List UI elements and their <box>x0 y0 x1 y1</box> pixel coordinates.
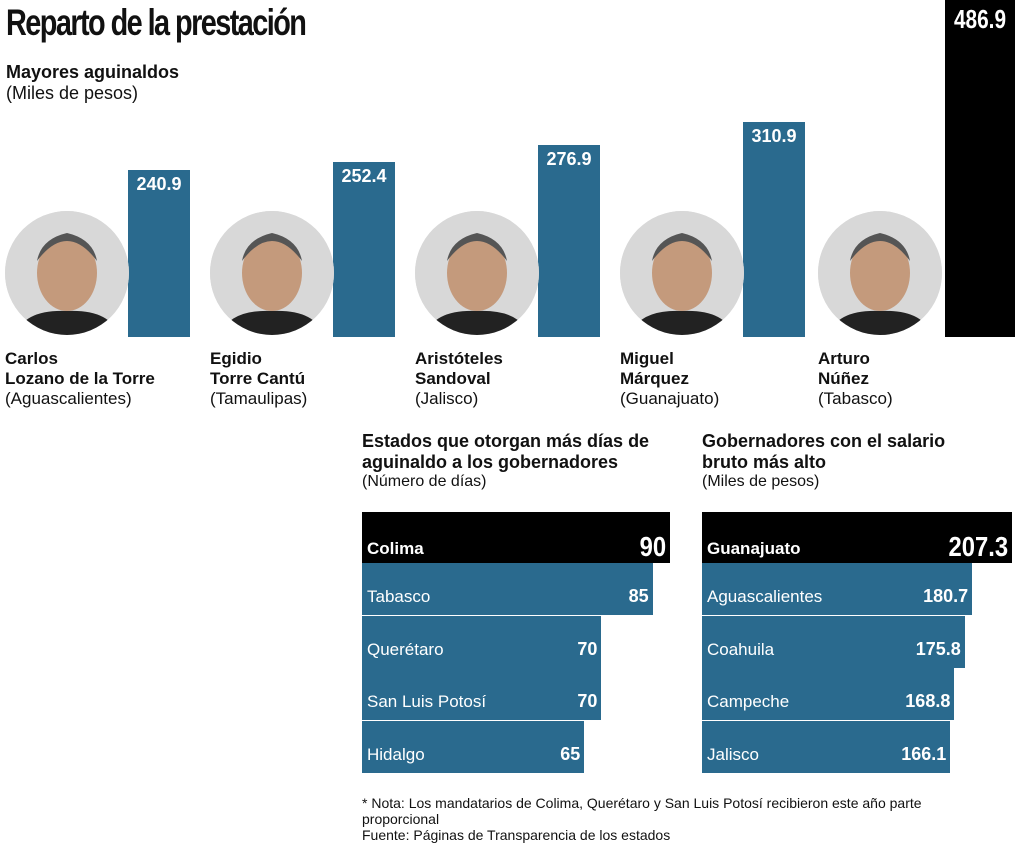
bar-value-label: 85 <box>628 586 649 606</box>
chart2-title: Estados que otorgan más días de aguinald… <box>362 431 650 472</box>
bar-category-label: Guanajuato <box>707 539 801 558</box>
bar-category-label: Querétaro <box>367 639 444 659</box>
bar-category-label: Hidalgo <box>367 744 425 764</box>
bar: 486.9 <box>945 0 1015 337</box>
bar-value-label: 180.7 <box>923 586 969 606</box>
governor-photo <box>620 211 744 335</box>
bar-value-label: 252.4 <box>341 166 387 187</box>
bar-value-label: 175.8 <box>915 638 961 659</box>
bar: San Luis Potosí 70 <box>362 668 602 720</box>
governor-photo <box>5 211 129 335</box>
name-last: Lozano de la Torre <box>5 369 155 388</box>
bar-category-label: Jalisco <box>707 744 759 764</box>
name-first: Miguel <box>620 349 674 368</box>
bar-category-label: Campeche <box>707 692 790 711</box>
name-last: Núñez <box>818 369 869 388</box>
name-first: Carlos <box>5 349 58 368</box>
bar-value-label: 65 <box>560 743 581 764</box>
bar: Querétaro 70 <box>362 615 602 668</box>
bar-value-label: 90 <box>639 531 666 562</box>
bar-value-label: 70 <box>577 691 598 711</box>
note-text: * Nota: Los mandatarios de Colima, Queré… <box>362 795 922 827</box>
chart2-unit: (Número de días) <box>362 473 487 490</box>
bar-category-label: Coahuila <box>707 639 775 659</box>
governor-photo <box>210 211 334 335</box>
bar: Hidalgo 65 <box>362 720 585 773</box>
bar: Colima 90 <box>362 512 670 563</box>
bar: 240.9 <box>128 170 190 337</box>
governor-name: Egidio Torre Cantú (Tamaulipas) <box>210 349 307 409</box>
bar: Guanajuato 207.3 <box>702 512 1012 563</box>
governor-name: Miguel Márquez (Guanajuato) <box>620 349 719 409</box>
name-last: Márquez <box>620 369 689 388</box>
name-first: Aristóteles <box>415 349 503 368</box>
chart3-unit: (Miles de pesos) <box>702 473 820 490</box>
name-last: Torre Cantú <box>210 369 306 388</box>
name-state: (Guanajuato) <box>620 389 720 408</box>
bar-value-label: 276.9 <box>546 149 592 170</box>
name-state: (Tamaulipas) <box>210 389 308 408</box>
bar-value-label: 486.9 <box>953 4 1007 34</box>
bar-category-label: Tabasco <box>367 587 431 606</box>
bar-value-label: 207.3 <box>948 531 1008 562</box>
governor-name: Carlos Lozano de la Torre (Aguascalientes) <box>5 349 155 409</box>
source-text: Fuente: Páginas de Transparencia de los … <box>362 827 671 843</box>
bar: Coahuila 175.8 <box>702 615 965 668</box>
bar-category-label: Aguascalientes <box>707 587 823 606</box>
chart3-title: Gobernadores con el salario bruto más al… <box>702 431 946 472</box>
bar-value-label: 166.1 <box>901 743 947 764</box>
name-first: Arturo <box>818 349 870 368</box>
chart1-unit: (Miles de pesos) <box>6 83 139 103</box>
bar: Campeche 168.8 <box>702 668 955 720</box>
governor-photo <box>415 211 539 335</box>
bar-category-label: Colima <box>367 539 424 558</box>
name-last: Sandoval <box>415 369 491 388</box>
bar: 310.9 <box>743 121 805 337</box>
bar: 252.4 <box>333 162 395 337</box>
governor-name: Aristóteles Sandoval (Jalisco) <box>415 349 503 409</box>
bar: Jalisco 166.1 <box>702 720 951 773</box>
name-state: (Jalisco) <box>415 389 479 408</box>
bar: Aguascalientes 180.7 <box>702 563 973 615</box>
bar-value-label: 168.8 <box>905 691 951 711</box>
page-title: Reparto de la prestación <box>6 2 307 43</box>
name-first: Egidio <box>210 349 262 368</box>
name-state: (Aguascalientes) <box>5 389 132 408</box>
governor-name: Arturo Núñez (Tabasco) <box>818 349 893 409</box>
chart1-title: Mayores aguinaldos <box>6 62 180 82</box>
name-state: (Tabasco) <box>818 389 893 408</box>
bar: 276.9 <box>538 145 600 337</box>
bar-value-label: 240.9 <box>136 174 182 195</box>
governor-photo <box>818 211 942 335</box>
bar-value-label: 70 <box>577 638 598 659</box>
footnote: * Nota: Los mandatarios de Colima, Queré… <box>362 795 942 843</box>
bar-category-label: San Luis Potosí <box>367 692 487 711</box>
bar-value-label: 310.9 <box>751 125 797 146</box>
bar: Tabasco 85 <box>362 563 653 615</box>
